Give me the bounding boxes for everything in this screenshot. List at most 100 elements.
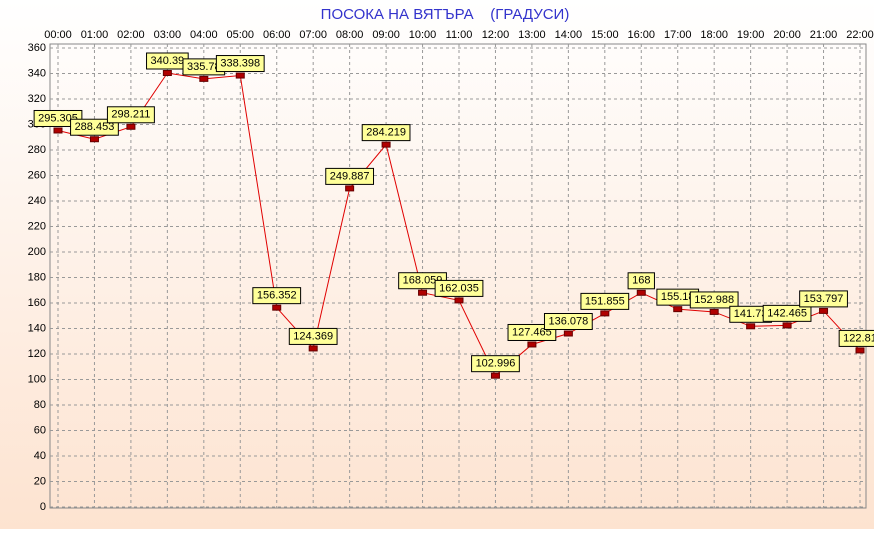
x-tick-label: 17:00 [664, 29, 692, 41]
data-label-box [252, 287, 302, 305]
y-tick-label: 200 [28, 246, 46, 258]
point-marker [454, 297, 464, 304]
point-marker [89, 136, 99, 143]
x-tick-label: 14:00 [555, 29, 583, 41]
point-marker [235, 72, 245, 79]
point-marker [563, 330, 573, 337]
data-label-box [627, 272, 655, 290]
point-marker [272, 304, 282, 311]
x-tick-label: 06:00 [263, 29, 291, 41]
data-label: 340.39 [146, 52, 189, 70]
data-label-text: 136.078 [548, 315, 588, 327]
data-label: 168 [627, 272, 655, 290]
data-label: 127.465 [507, 323, 557, 341]
data-label-text: 298.211 [111, 109, 150, 121]
data-label: 168.059 [398, 272, 447, 290]
data-label-text: 151.855 [585, 295, 625, 307]
plot-frame [49, 43, 867, 509]
x-tick-label: 12:00 [482, 29, 510, 41]
data-label-text: 153.797 [804, 293, 844, 305]
data-label: 141.73 [729, 305, 772, 323]
data-label-box [838, 329, 874, 347]
data-label: 295.305 [33, 109, 83, 127]
x-tick-label: 20:00 [773, 29, 801, 41]
x-tick-label: 10:00 [409, 29, 437, 41]
data-label-text: 168 [632, 275, 650, 287]
data-label: 335.78 [182, 58, 226, 76]
x-tick-label: 13:00 [518, 29, 546, 41]
data-label: 151.855 [580, 292, 630, 310]
y-tick-label: 240 [28, 195, 46, 207]
point-marker [819, 307, 829, 314]
y-tick-label: 180 [28, 271, 46, 283]
point-marker [782, 322, 792, 329]
y-tick-label: 120 [28, 348, 46, 360]
point-marker [673, 306, 683, 313]
point-marker [490, 372, 500, 379]
data-label: 288.453 [70, 118, 119, 136]
data-label: 153.797 [799, 290, 848, 308]
data-label-box [361, 124, 411, 142]
data-label-text: 141.73 [734, 308, 768, 320]
data-label: 249.887 [325, 167, 375, 185]
data-label: 338.398 [215, 55, 265, 73]
y-tick-label: 260 [28, 169, 46, 181]
data-label-box [543, 313, 593, 331]
point-marker [308, 345, 318, 352]
data-label-text: 124.369 [293, 330, 333, 342]
data-label-box [106, 106, 155, 124]
x-tick-label: 22:00 [846, 29, 874, 41]
x-tick-label: 19:00 [737, 29, 765, 41]
point-marker [636, 289, 646, 296]
data-label: 155.18 [656, 288, 700, 306]
x-tick-label: 11:00 [446, 29, 473, 41]
x-tick-label: 02:00 [117, 29, 145, 41]
x-tick-label: 15:00 [591, 29, 619, 41]
point-marker [53, 127, 63, 134]
data-label-text: 284.219 [366, 127, 406, 139]
x-tick-label: 18:00 [700, 29, 728, 41]
data-label-box [288, 327, 338, 345]
data-label-text: 162.035 [439, 282, 479, 294]
x-tick-label: 03:00 [154, 29, 182, 41]
point-marker [381, 141, 391, 148]
data-label-text: 340.39 [151, 55, 185, 67]
x-tick-label: 21:00 [810, 29, 838, 41]
point-marker [746, 323, 756, 330]
point-marker [418, 289, 428, 296]
data-label: 284.219 [361, 124, 411, 142]
point-marker [600, 310, 610, 317]
data-label-text: 142.465 [767, 307, 807, 319]
y-tick-label: 360 [28, 42, 46, 54]
y-tick-label: 0 [40, 501, 46, 513]
point-marker [126, 123, 136, 130]
y-tick-label: 160 [28, 297, 46, 309]
data-label-box [507, 323, 557, 341]
data-label-text: 152.988 [694, 294, 734, 306]
data-label-box [471, 355, 520, 373]
data-label-box [33, 109, 83, 127]
data-label-text: 338.398 [220, 57, 260, 69]
data-label: 142.465 [762, 304, 812, 322]
data-label-text: 335.78 [187, 61, 221, 73]
x-tick-label: 07:00 [299, 29, 327, 41]
data-label: 136.078 [543, 313, 593, 331]
data-label-text: 288.453 [75, 121, 115, 133]
x-tick-label: 04:00 [190, 29, 218, 41]
y-tick-label: 220 [28, 220, 46, 232]
point-marker [709, 308, 719, 315]
data-label: 156.352 [252, 287, 302, 305]
x-tick-label: 00:00 [44, 29, 72, 41]
data-label-text: 156.352 [257, 290, 297, 302]
data-label-box [689, 291, 739, 309]
data-label-text: 168.059 [403, 275, 443, 287]
data-label-text: 249.887 [330, 170, 370, 182]
y-tick-label: 320 [28, 93, 46, 105]
data-label: 298.211 [106, 106, 155, 124]
chart-title: ПОСОКА НА ВЯТЪРА (ГРАДУСИ) [321, 6, 570, 23]
data-label-box [799, 290, 848, 308]
point-marker [345, 185, 355, 192]
data-label: 152.988 [689, 291, 739, 309]
